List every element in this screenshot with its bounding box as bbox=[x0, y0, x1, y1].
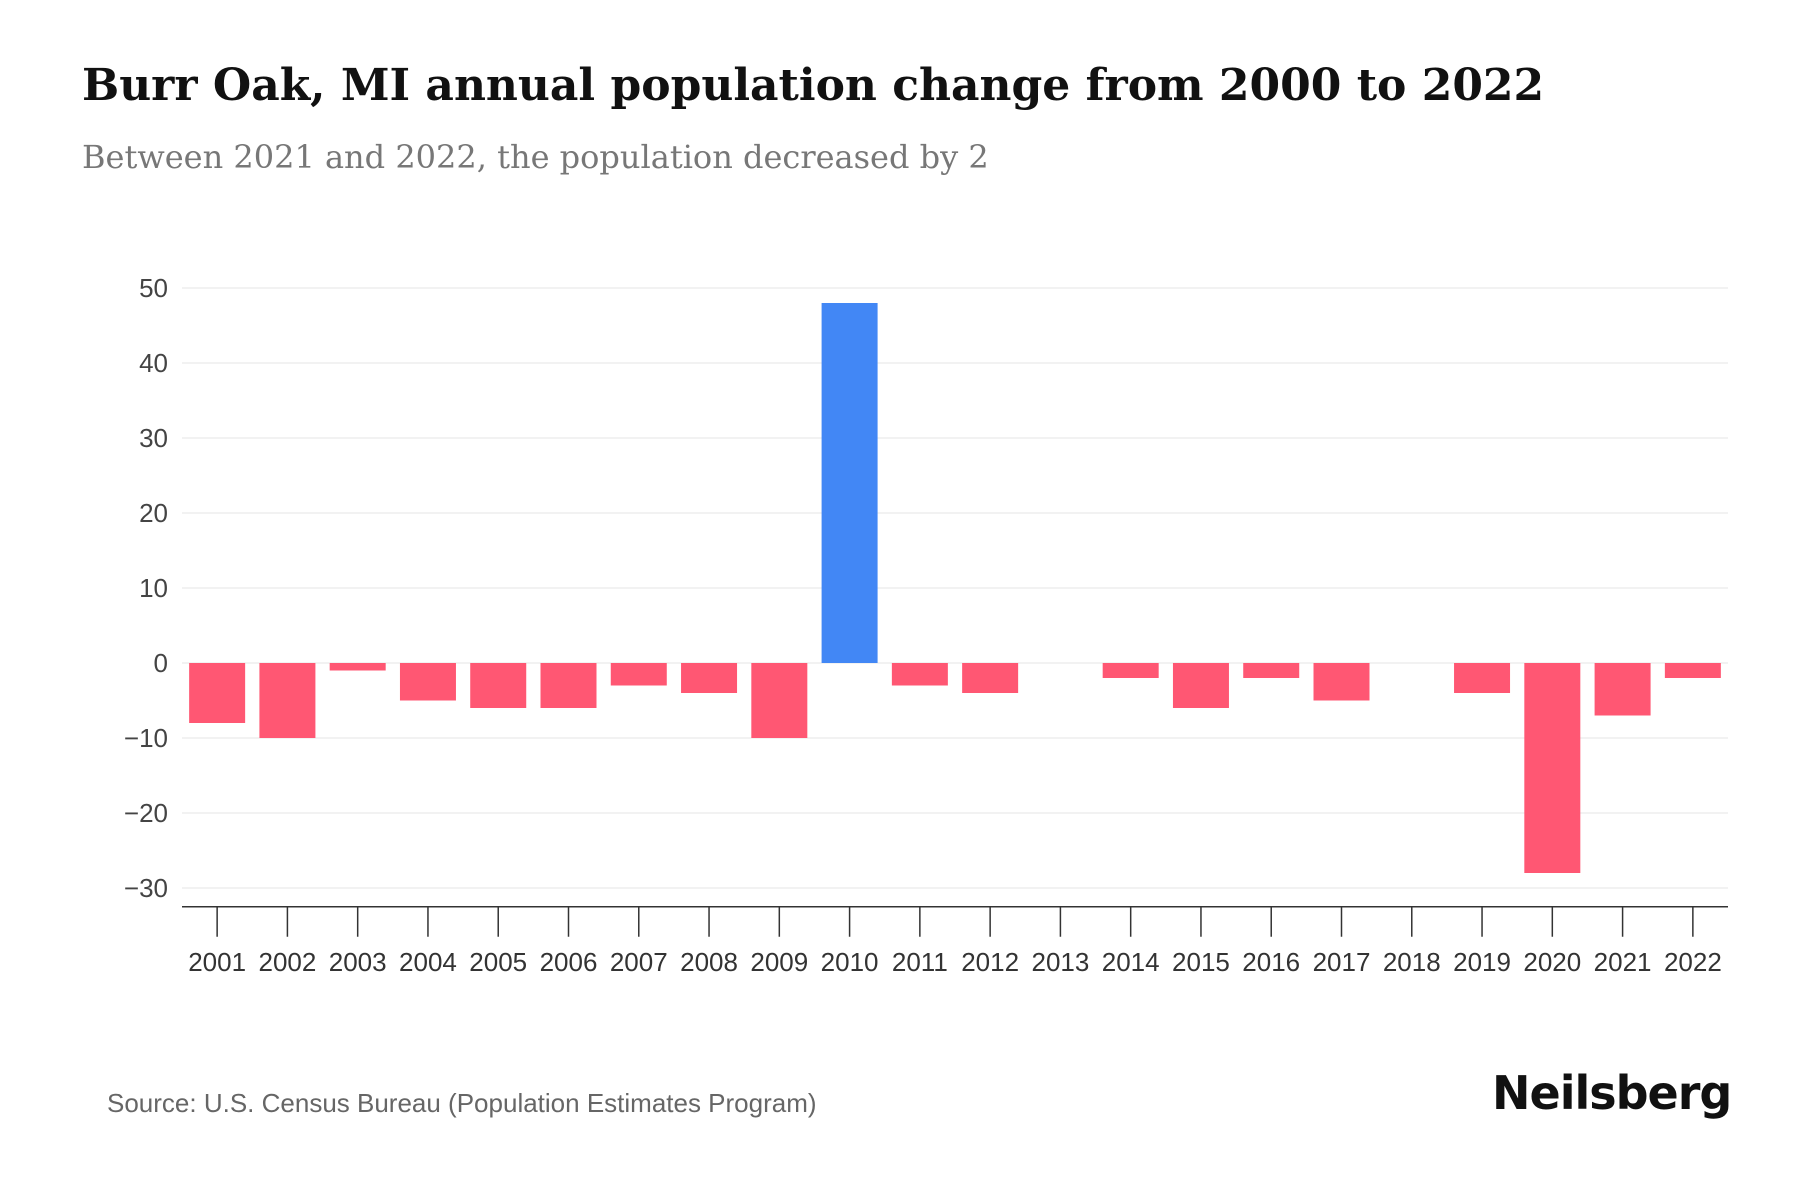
x-tick-label: 2002 bbox=[258, 947, 316, 977]
x-tick-label: 2008 bbox=[680, 947, 738, 977]
x-tick-label: 2009 bbox=[750, 947, 808, 977]
chart-title: Burr Oak, MI annual population change fr… bbox=[82, 60, 1545, 111]
bar bbox=[399, 663, 456, 701]
bar bbox=[540, 663, 597, 708]
bar bbox=[1454, 663, 1511, 693]
x-tick-label: 2022 bbox=[1664, 947, 1722, 977]
y-tick-label: 20 bbox=[139, 498, 168, 528]
x-tick-label: 2005 bbox=[469, 947, 527, 977]
x-tick-label: 2012 bbox=[961, 947, 1019, 977]
brand-logo: Neilsberg bbox=[1492, 1066, 1732, 1120]
bar bbox=[610, 663, 667, 686]
bar bbox=[470, 663, 527, 708]
bar bbox=[1594, 663, 1651, 716]
x-tick-label: 2003 bbox=[329, 947, 387, 977]
bar bbox=[1102, 663, 1159, 678]
bar bbox=[329, 663, 386, 671]
y-tick-label: 10 bbox=[139, 573, 168, 603]
x-tick-label: 2007 bbox=[610, 947, 668, 977]
x-tick-label: 2021 bbox=[1594, 947, 1652, 977]
y-tick-label: −20 bbox=[124, 798, 168, 828]
y-tick-label: −30 bbox=[124, 873, 168, 903]
bar bbox=[821, 303, 878, 663]
y-tick-label: 50 bbox=[139, 273, 168, 303]
x-tick-label: 2017 bbox=[1313, 947, 1371, 977]
bar bbox=[891, 663, 948, 686]
bar bbox=[189, 663, 246, 723]
x-tick-label: 2001 bbox=[188, 947, 246, 977]
x-tick-label: 2010 bbox=[821, 947, 879, 977]
y-tick-label: 0 bbox=[154, 648, 168, 678]
y-tick-label: −10 bbox=[124, 723, 168, 753]
bar bbox=[1243, 663, 1300, 678]
y-tick-label: 40 bbox=[139, 348, 168, 378]
bar bbox=[1172, 663, 1229, 708]
x-tick-label: 2013 bbox=[1031, 947, 1089, 977]
x-tick-label: 2019 bbox=[1453, 947, 1511, 977]
bar bbox=[259, 663, 316, 738]
chart-subtitle: Between 2021 and 2022, the population de… bbox=[82, 138, 989, 176]
bar bbox=[751, 663, 808, 738]
x-tick-label: 2006 bbox=[540, 947, 598, 977]
source-note: Source: U.S. Census Bureau (Population E… bbox=[107, 1088, 817, 1118]
x-tick-label: 2015 bbox=[1172, 947, 1230, 977]
x-tick-label: 2018 bbox=[1383, 947, 1441, 977]
x-tick-label: 2016 bbox=[1242, 947, 1300, 977]
y-tick-label: 30 bbox=[139, 423, 168, 453]
bar bbox=[1524, 663, 1581, 873]
x-tick-label: 2020 bbox=[1523, 947, 1581, 977]
x-tick-label: 2014 bbox=[1102, 947, 1160, 977]
bar bbox=[681, 663, 738, 693]
x-tick-label: 2011 bbox=[892, 947, 948, 977]
bar bbox=[1664, 663, 1721, 678]
bar bbox=[962, 663, 1019, 693]
bar bbox=[1313, 663, 1370, 701]
x-tick-label: 2004 bbox=[399, 947, 457, 977]
